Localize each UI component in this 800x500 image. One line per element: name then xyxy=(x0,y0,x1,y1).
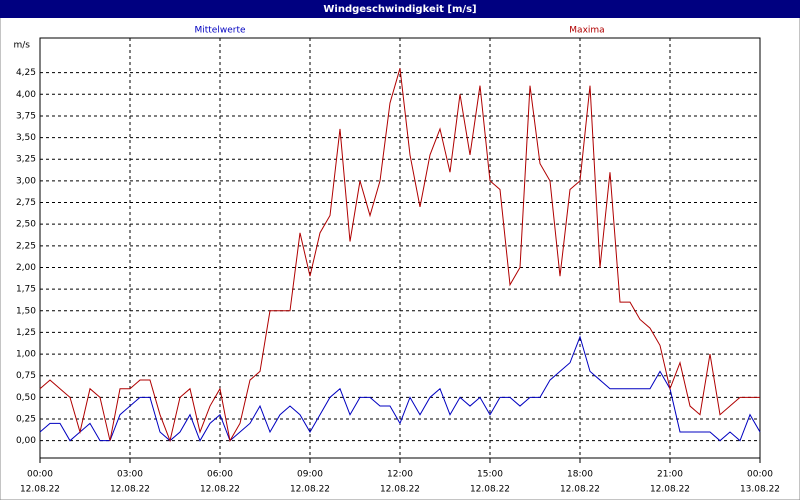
y-unit: m/s xyxy=(14,41,31,51)
y-tick-label: 0,00 xyxy=(16,436,36,446)
x-tick-date: 12.08.22 xyxy=(380,485,420,495)
x-tick-date: 12.08.22 xyxy=(560,485,600,495)
y-tick-label: 3,75 xyxy=(16,111,36,121)
y-tick-label: 2,00 xyxy=(16,263,36,273)
y-tick-label: 2,75 xyxy=(16,198,36,208)
series-line xyxy=(39,68,760,443)
x-tick-date: 12.08.22 xyxy=(200,485,240,495)
title-bar xyxy=(0,0,800,18)
y-tick-label: 0,50 xyxy=(16,393,36,403)
y-tick-label: 3,25 xyxy=(16,155,36,165)
x-tick-label: 18:00 xyxy=(567,470,593,480)
y-tick-label: 3,50 xyxy=(16,133,36,143)
x-tick-label: 00:00 xyxy=(747,470,773,480)
x-tick-date: 12.08.22 xyxy=(110,485,150,495)
x-tick-label: 15:00 xyxy=(477,470,503,480)
x-tick-label: 06:00 xyxy=(207,470,233,480)
legend-label: Maxima xyxy=(569,26,604,36)
x-tick-date: 12.08.22 xyxy=(470,485,510,495)
y-tick-label: 1,25 xyxy=(16,328,36,338)
chart-title: Windgeschwindigkeit [m/s] xyxy=(323,4,476,15)
y-tick-label: 2,25 xyxy=(16,241,36,251)
x-tick-date: 12.08.22 xyxy=(20,485,60,495)
legend-label: Mittelwerte xyxy=(194,26,245,36)
y-tick-label: 2,50 xyxy=(16,220,36,230)
x-tick-date: 13.08.22 xyxy=(740,485,780,495)
y-tick-label: 1,75 xyxy=(16,285,36,295)
y-tick-label: 0,25 xyxy=(16,415,36,425)
y-tick-label: 4,00 xyxy=(16,90,36,100)
y-tick-label: 1,00 xyxy=(16,350,36,360)
x-tick-date: 12.08.22 xyxy=(290,485,330,495)
series-line xyxy=(39,335,761,442)
y-tick-label: 4,25 xyxy=(16,68,36,78)
x-tick-label: 09:00 xyxy=(297,470,323,480)
y-tick-label: 3,00 xyxy=(16,176,36,186)
y-tick-label: 1,50 xyxy=(16,306,36,316)
x-tick-label: 03:00 xyxy=(117,470,143,480)
x-tick-date: 12.08.22 xyxy=(650,485,690,495)
x-tick-label: 12:00 xyxy=(387,470,413,480)
x-tick-label: 00:00 xyxy=(27,470,53,480)
x-tick-label: 21:00 xyxy=(657,470,683,480)
y-tick-label: 0,75 xyxy=(16,371,36,381)
